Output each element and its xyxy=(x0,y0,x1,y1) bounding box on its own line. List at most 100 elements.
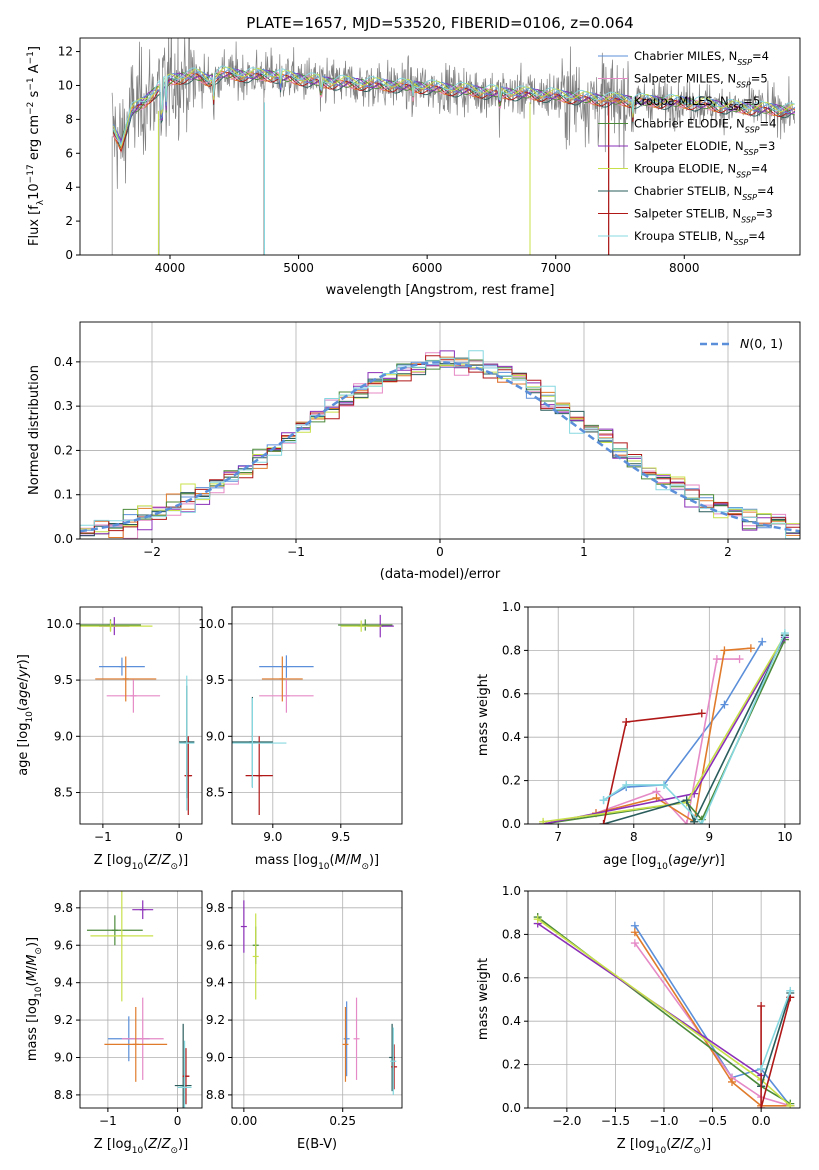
series-marker xyxy=(757,1104,766,1108)
y-tick-label: 9.4 xyxy=(206,976,225,990)
axes-residuals: −2 −1 0 1 2 0.0 0.1 0.2 0.3 0.4 N(0, 1) (data-model… xyxy=(27,321,801,582)
spectrum-model-line xyxy=(113,69,796,143)
spectrum-model-line xyxy=(112,67,796,146)
y-tick-label: 9.8 xyxy=(206,901,225,915)
series-marker xyxy=(728,1077,736,1086)
y-tick-label: 0 xyxy=(65,248,73,262)
y-tick-label: 9.0 xyxy=(54,729,73,743)
series-line xyxy=(760,997,792,1108)
y-tick-label: 8.5 xyxy=(206,786,225,800)
axes-frame xyxy=(79,37,801,256)
series-marker xyxy=(720,646,729,655)
plot-area xyxy=(111,38,796,255)
series-marker xyxy=(690,817,699,824)
y-tick-label: 12 xyxy=(58,45,73,59)
x-axis-label: wavelength [Angstrom, rest frame] xyxy=(326,283,555,298)
y-tick-label: 0.0 xyxy=(502,817,521,831)
y-tick-label: 0.6 xyxy=(502,971,521,985)
y-tick-label: 9.8 xyxy=(54,901,73,915)
y-tick-label: 9.5 xyxy=(54,673,73,687)
series-line xyxy=(760,990,792,1070)
x-axis-label: E(B-V) xyxy=(297,1137,337,1152)
y-tick-label: 0.4 xyxy=(502,730,521,744)
x-tick-label: −1.0 xyxy=(649,1114,678,1128)
y-tick-label: 0.2 xyxy=(54,443,73,457)
y-tick-label: 0.0 xyxy=(54,532,73,546)
series-marker xyxy=(630,939,639,948)
x-axis-label: age [log10(age/yr)] xyxy=(603,853,725,872)
y-tick-label: 8 xyxy=(65,112,73,126)
y-axis-label: Flux [fλ10−17 erg cm−2 s−1 A−1] xyxy=(26,46,46,246)
x-tick-label: 0 xyxy=(436,545,444,559)
legend-label: Chabrier ELODIE, NSSP=4 xyxy=(634,117,776,135)
y-tick-label: 9.0 xyxy=(54,1050,73,1064)
x-tick-label: 5000 xyxy=(283,261,314,275)
y-tick-label: 9.2 xyxy=(54,1013,73,1027)
axes-frame xyxy=(79,606,203,825)
series-marker xyxy=(712,655,721,664)
x-tick-label: 8 xyxy=(630,830,638,844)
series-marker xyxy=(630,928,639,937)
legend-label: Salpeter ELODIE, NSSP=3 xyxy=(634,139,775,157)
y-tick-label: 0.4 xyxy=(502,1014,521,1028)
series-line xyxy=(595,658,740,824)
axes-frame xyxy=(527,606,801,825)
y-tick-label: 9.0 xyxy=(206,1050,225,1064)
axes-frame xyxy=(231,606,403,825)
spectrum-model-line xyxy=(112,65,796,147)
y-tick-label: 4 xyxy=(65,180,73,194)
series-marker xyxy=(720,700,729,709)
series-line xyxy=(634,931,791,1107)
series-marker xyxy=(758,637,767,646)
axes-age_vs_Z: −1 0 8.5 9.0 9.5 10.0 Z [log10(Z/Z⊙)] age [log1… xyxy=(16,606,203,872)
legend-label: Chabrier STELIB, NSSP=4 xyxy=(634,184,774,202)
x-axis-label: Z [log10(Z/Z⊙)] xyxy=(94,853,188,872)
axes-frame xyxy=(79,890,203,1109)
series-marker xyxy=(622,718,631,727)
x-tick-label: 10 xyxy=(777,830,792,844)
x-tick-label: 0 xyxy=(175,830,183,844)
y-tick-label: 6 xyxy=(65,146,73,160)
histogram-steps xyxy=(80,350,800,539)
legend-label: Kroupa ELODIE, NSSP=4 xyxy=(634,162,768,180)
legend-label: Chabrier MILES, NSSP=4 xyxy=(634,49,769,67)
series-marker xyxy=(697,709,706,718)
y-tick-label: 0.0 xyxy=(502,1101,521,1115)
axes-frame xyxy=(231,890,403,1109)
x-tick-label: −2.0 xyxy=(552,1114,581,1128)
x-tick-label: 9.5 xyxy=(331,830,350,844)
x-tick-label: −1 xyxy=(94,830,112,844)
y-tick-label: 0.8 xyxy=(502,927,521,941)
gaussian-curve xyxy=(80,361,800,533)
figure-title: PLATE=1657, MJD=53520, FIBERID=0106, z=0… xyxy=(246,14,633,32)
axes-mass_vs_EBV: 0.00 0.25 8.8 9.0 9.2 9.4 9.6 9.8 E(B-V) xyxy=(206,890,403,1152)
x-tick-label: 4000 xyxy=(155,261,186,275)
x-tick-label: 9.0 xyxy=(263,830,282,844)
series-marker xyxy=(599,820,608,824)
y-axis-label: mass weight xyxy=(476,674,491,756)
x-tick-label: 2 xyxy=(724,545,732,559)
series-marker xyxy=(660,780,668,789)
y-tick-label: 10.0 xyxy=(46,617,73,631)
y-tick-label: 0.2 xyxy=(502,774,521,788)
series-marker xyxy=(757,1002,766,1011)
series-line xyxy=(634,925,791,1107)
x-tick-label: 9 xyxy=(706,830,714,844)
axes-age_vs_mass: 9.0 9.5 8.5 9.0 9.5 10.0 mass [log10(M/M⊙)] xyxy=(198,606,403,872)
legend-label: Salpeter STELIB, NSSP=3 xyxy=(634,207,773,225)
x-tick-label: 1 xyxy=(580,545,588,559)
series-marker xyxy=(735,655,744,664)
series-marker xyxy=(533,915,542,924)
series-marker xyxy=(786,1101,795,1108)
plot-area xyxy=(232,614,394,816)
x-axis-label: mass [log10(M/M⊙)] xyxy=(255,853,379,872)
y-tick-label: 9.6 xyxy=(206,938,225,952)
y-tick-label: 0.3 xyxy=(54,399,73,413)
series-marker xyxy=(599,796,608,805)
x-axis-label: (data-model)/error xyxy=(380,567,501,582)
y-tick-label: 2 xyxy=(65,214,73,228)
y-tick-label: 8.5 xyxy=(54,786,73,800)
series-line xyxy=(634,942,791,1107)
plot-area xyxy=(80,617,195,816)
